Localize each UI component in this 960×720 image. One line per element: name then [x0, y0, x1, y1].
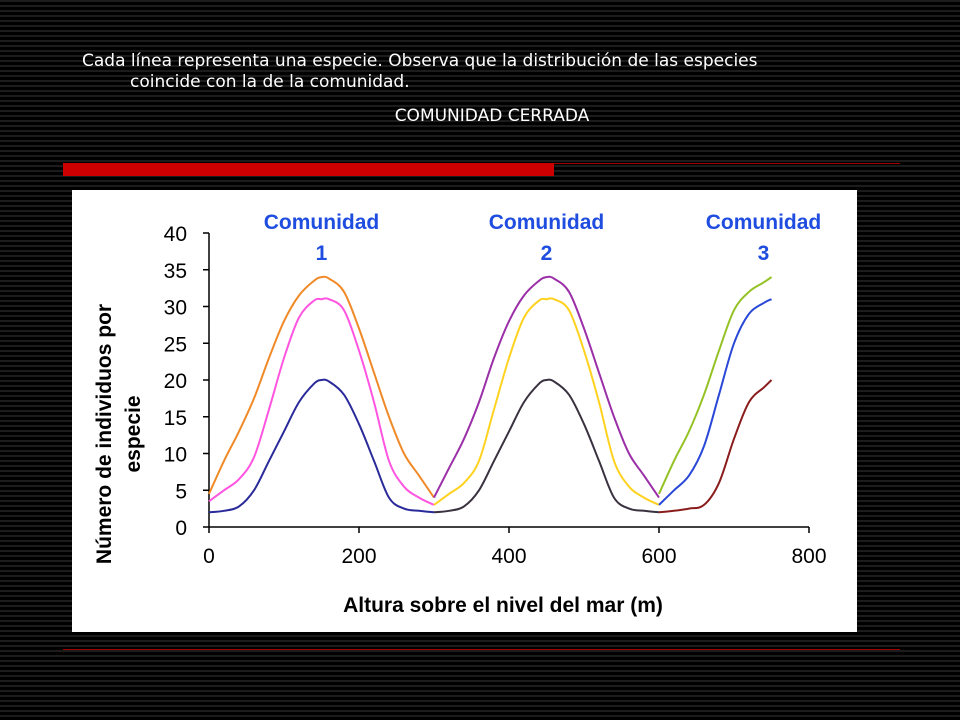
y-tick-label: 20 [164, 370, 187, 393]
caption-line-2: coincide con la de la comunidad. [130, 72, 410, 92]
series-line-6 [433, 378, 660, 514]
slide-subtitle: COMUNIDAD CERRADA [394, 106, 590, 126]
top-divider [554, 163, 900, 164]
y-tick-label: 30 [164, 297, 187, 320]
x-axis-title: Altura sobre el nivel del mar (m) [343, 594, 663, 617]
x-tick-label: 0 [203, 545, 215, 568]
caption-line-1: Cada línea representa una especie. Obser… [82, 51, 758, 71]
chart-panel: Comunidad 1 Comunidad 2 Comunidad 3 0 5 10 15 20 2… [72, 190, 857, 632]
community-label-number: 1 [316, 242, 328, 265]
community-label-number: 2 [541, 242, 553, 265]
slide-caption: Cada línea representa una especie. Obser… [82, 51, 902, 93]
x-tick-label: 200 [341, 545, 376, 568]
community-label-word: Comunidad [706, 211, 822, 234]
series-lines [208, 275, 773, 514]
series-line-3 [208, 378, 435, 514]
line-chart: Comunidad 1 Comunidad 2 Comunidad 3 0 5 10 15 20 2… [93, 211, 827, 617]
y-tick-label: 10 [164, 444, 187, 467]
red-accent-bar [63, 163, 554, 176]
series-line-8 [658, 298, 772, 506]
y-tick-label: 40 [164, 223, 187, 246]
y-tick-label: 5 [175, 480, 187, 503]
series-line-9 [658, 379, 773, 514]
community-label-word: Comunidad [489, 211, 605, 234]
y-tick-label: 35 [164, 260, 187, 283]
y-tick-label: 15 [164, 407, 187, 430]
series-line-2 [208, 297, 435, 506]
y-axis-title: Número de individuos por especie [93, 304, 145, 564]
y-axis-title-line-1: Número de individuos por [93, 304, 116, 564]
series-line-5 [433, 297, 660, 506]
bottom-divider [63, 649, 900, 650]
community-label-word: Comunidad [264, 211, 380, 234]
y-axis-title-line-2: especie [122, 395, 145, 472]
x-tick-label: 800 [791, 545, 826, 568]
series-line-1 [208, 275, 435, 499]
y-tick-label: 25 [164, 333, 187, 356]
community-annotations: Comunidad 1 Comunidad 2 Comunidad 3 [264, 211, 822, 265]
y-tick-label: 0 [175, 517, 187, 540]
series-line-4 [433, 275, 660, 499]
x-tick-label: 600 [641, 545, 676, 568]
x-tick-label: 400 [491, 545, 526, 568]
series-line-7 [658, 276, 773, 495]
community-label-number: 3 [758, 242, 770, 265]
